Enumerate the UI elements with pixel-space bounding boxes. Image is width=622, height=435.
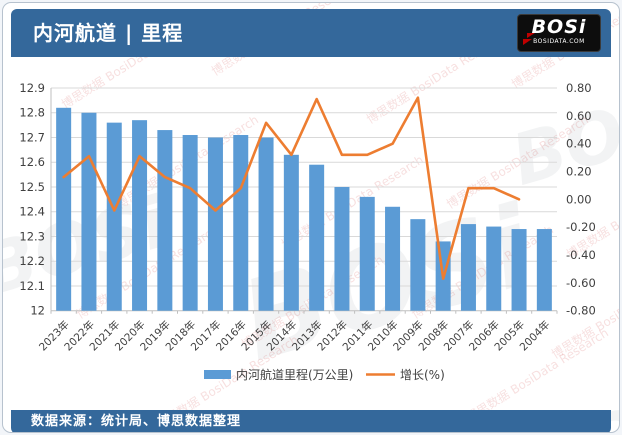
right-axis-tick-label: -0.20 [566, 220, 596, 234]
bar-2016年 [233, 135, 249, 311]
bar-2006年 [486, 226, 502, 311]
right-axis-tick-label: 0.80 [566, 81, 592, 95]
right-axis-tick-label: 0.60 [566, 109, 592, 123]
right-axis-tick-label: 0.40 [566, 137, 592, 151]
bar-2011年 [359, 196, 375, 311]
right-axis-tick-label: 0.20 [566, 165, 592, 179]
bar-2005年 [511, 229, 527, 311]
page-title: 内河航道 | 里程 [33, 21, 184, 45]
footer-bar: 数据来源：统计局、博思数据整理 [11, 410, 611, 432]
bar-2010年 [385, 206, 401, 311]
legend-bar-label: 内河航道里程(万公里) [236, 367, 353, 382]
left-axis-tick-label: 12.5 [19, 180, 45, 194]
bar-2014年 [283, 154, 299, 311]
bar-2019年 [157, 130, 173, 311]
left-axis-tick-label: 12.9 [19, 81, 45, 95]
bar-2023年 [56, 107, 72, 311]
growth-line [62, 96, 521, 280]
left-axis-tick-label: 12.4 [19, 205, 45, 219]
bosi-logo-domain: BOSIDATA.COM [533, 38, 585, 45]
bar-2012年 [334, 186, 350, 311]
bar-2007年 [460, 224, 476, 311]
bar-2013年 [309, 164, 325, 311]
right-axis-tick-label: -0.80 [566, 304, 596, 318]
left-axis-tick-label: 12 [30, 304, 45, 318]
left-axis-tick-label: 12.6 [19, 155, 45, 169]
bar-2018年 [182, 135, 198, 311]
combo-chart: 12.9 12.8 12.7 12.6 12.5 12.4 12.3 12.2 12.1 12 0.… [19, 81, 596, 382]
right-axis-tick-label: -0.60 [566, 276, 596, 290]
bar-2021年 [106, 122, 122, 311]
left-axis-tick-label: 12.2 [19, 254, 45, 268]
legend-line-label: 增长(%) [400, 368, 445, 382]
logo-red-triangle-icon [523, 39, 532, 45]
bar-2009年 [410, 219, 426, 311]
bar-2020年 [132, 120, 148, 311]
bar-2004年 [536, 229, 552, 311]
bar-2015年 [258, 137, 274, 311]
left-axis-tick-label: 12.7 [19, 130, 45, 144]
bosi-logo: BOSi BOSIDATA.COM [517, 14, 601, 52]
logo-red-triangle-icon [527, 33, 535, 38]
bar-2022年 [81, 112, 97, 311]
left-axis-tick-label: 12.8 [19, 106, 45, 120]
left-axis-tick-label: 12.1 [19, 279, 45, 293]
right-axis-tick-label: 0.00 [566, 192, 592, 206]
bosi-logo-brand: BOSi [531, 16, 587, 38]
header-bar: 内河航道 | 里程 BOSi BOSIDATA.COM [11, 9, 611, 57]
bar-2017年 [207, 137, 223, 311]
right-axis-tick-label: -0.40 [566, 248, 596, 262]
legend-bar-swatch [204, 370, 231, 379]
data-source-note: 数据来源：统计局、博思数据整理 [31, 414, 242, 429]
left-axis-tick-label: 12.3 [19, 229, 45, 243]
